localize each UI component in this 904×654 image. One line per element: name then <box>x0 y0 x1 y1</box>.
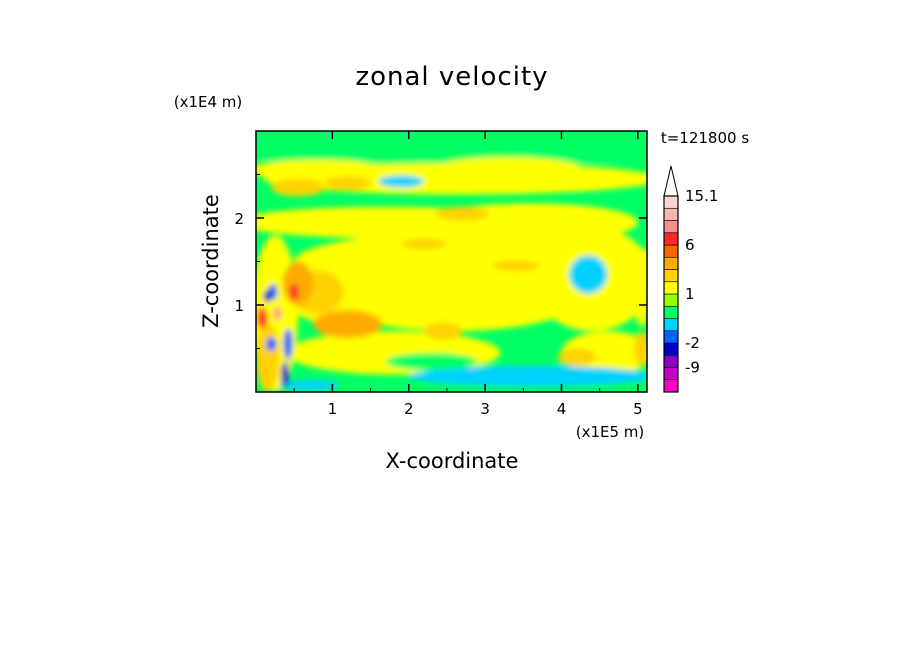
contour-blob <box>634 331 647 366</box>
contour-blob <box>492 260 539 272</box>
contour-blob <box>256 131 647 168</box>
x-axis: 1 2 3 4 5 <box>293 131 643 418</box>
colorbar-swatch <box>663 256 679 270</box>
colorbar-swatch <box>663 293 679 307</box>
y-unit-label: (x1E4 m) <box>174 93 243 111</box>
colorbar-tick-label: -9 <box>685 359 700 377</box>
contour-blob <box>278 379 341 391</box>
colorbar-tick-label: -2 <box>685 334 700 352</box>
colorbar-swatch <box>663 342 679 356</box>
y-tick-label: 2 <box>234 210 244 228</box>
colorbar-swatch <box>663 367 679 381</box>
contour-blob <box>408 365 647 387</box>
contour-blob <box>256 159 386 181</box>
contour-blob <box>435 206 489 221</box>
colorbar-extend-triangle <box>663 165 679 197</box>
contour-blob <box>634 265 647 327</box>
contour-field <box>256 131 647 392</box>
contour-blob <box>332 270 577 332</box>
colorbar-swatch <box>663 269 679 283</box>
colorbar-swatch <box>663 220 679 234</box>
colorbar-swatch <box>663 207 679 221</box>
colorbar-tick-label: 15.1 <box>685 187 718 205</box>
field-blobs <box>256 131 647 392</box>
contour-blob <box>431 157 585 184</box>
contour-blob <box>265 337 277 352</box>
contour-blob <box>557 348 596 366</box>
contour-blob <box>378 175 425 188</box>
x-tick-label: 5 <box>633 400 643 418</box>
colorbar-swatch <box>663 379 679 393</box>
x-axis-label: X-coordinate <box>386 449 519 473</box>
contour-blob <box>256 307 268 329</box>
contour-blob <box>256 322 279 392</box>
x-tick-label: 2 <box>404 400 414 418</box>
y-axis: 12 <box>234 174 647 349</box>
y-axis-label: Z-coordinate <box>199 194 223 328</box>
colorbar-swatch <box>663 244 679 258</box>
contour-blob <box>324 176 371 191</box>
x-tick-label: 3 <box>480 400 490 418</box>
contour-blob <box>424 322 463 340</box>
contour-blob <box>263 290 272 303</box>
contour-blob <box>289 283 299 301</box>
colorbar-tick-label: 1 <box>685 285 695 303</box>
colorbar: 15.1 6 1 -2 -9 <box>663 165 718 393</box>
contour-blob <box>385 352 478 371</box>
x-tick-label: 4 <box>557 400 567 418</box>
contour-blob <box>273 306 282 321</box>
time-label: t=121800 s <box>661 129 749 147</box>
colorbar-swatch <box>663 232 679 246</box>
colorbar-swatch <box>663 330 679 344</box>
contour-blob <box>282 261 314 305</box>
chart-title: zonal velocity <box>355 62 548 92</box>
contour-blob <box>569 255 608 294</box>
y-tick-label: 1 <box>234 297 244 315</box>
contour-blob <box>283 328 293 360</box>
colorbar-swatch <box>663 305 679 319</box>
contour-blob <box>271 178 325 197</box>
colorbar-swatch <box>663 195 679 209</box>
contour-blob <box>281 361 289 388</box>
colorbar-swatch <box>663 354 679 368</box>
colorbar-swatch <box>663 318 679 332</box>
contour-blob <box>401 238 447 250</box>
colorbar-tick-label: 6 <box>685 236 695 254</box>
colorbar-swatch <box>663 281 679 295</box>
contour-blob <box>313 310 383 339</box>
x-unit-label: (x1E5 m) <box>576 423 645 441</box>
colorbar-frame <box>663 195 679 393</box>
x-tick-label: 1 <box>328 400 338 418</box>
